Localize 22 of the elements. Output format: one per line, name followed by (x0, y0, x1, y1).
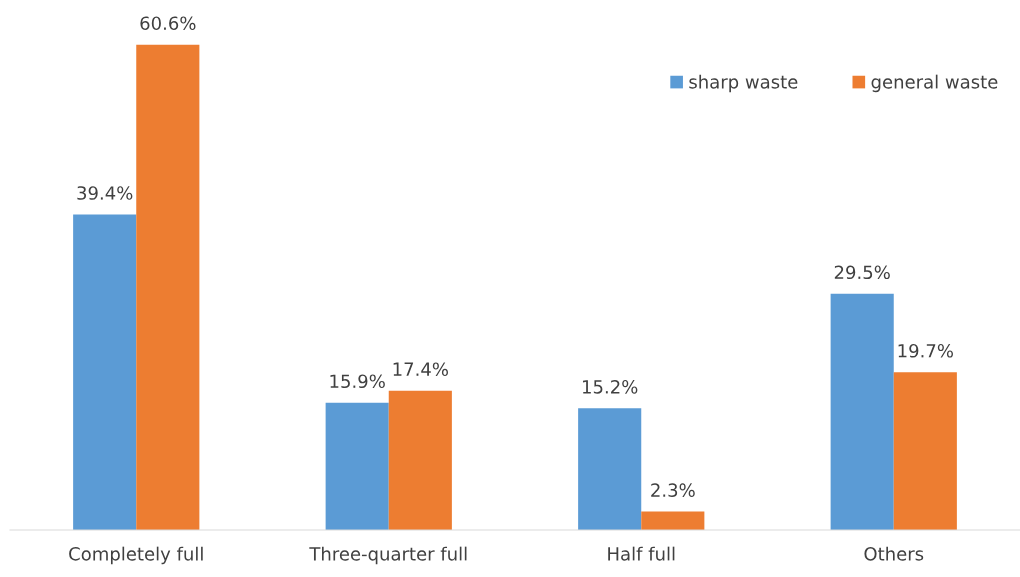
bar (325, 402, 389, 530)
bar (73, 214, 137, 530)
data-label: 15.2% (582, 380, 638, 394)
legend-label: sharp waste (689, 74, 798, 93)
x-tick-label: Completely full (69, 546, 203, 565)
legend-label: general waste (871, 74, 998, 93)
bar (641, 511, 705, 530)
data-label: 60.6% (140, 16, 196, 31)
data-label: 19.7% (898, 343, 953, 358)
data-label: 15.9% (330, 374, 385, 389)
x-tick-label: Three-quarter full (309, 546, 467, 565)
bar (578, 408, 642, 530)
data-label: 39.4% (77, 186, 133, 200)
data-label: 29.5% (834, 265, 890, 280)
bar (136, 44, 200, 530)
bar (830, 293, 894, 530)
x-tick-label: Others (864, 546, 924, 561)
data-label: 2.3% (651, 483, 695, 497)
x-tick-label: Half full (608, 546, 675, 561)
bar (388, 390, 452, 530)
bar (893, 372, 957, 530)
data-label: 17.4% (393, 362, 448, 377)
